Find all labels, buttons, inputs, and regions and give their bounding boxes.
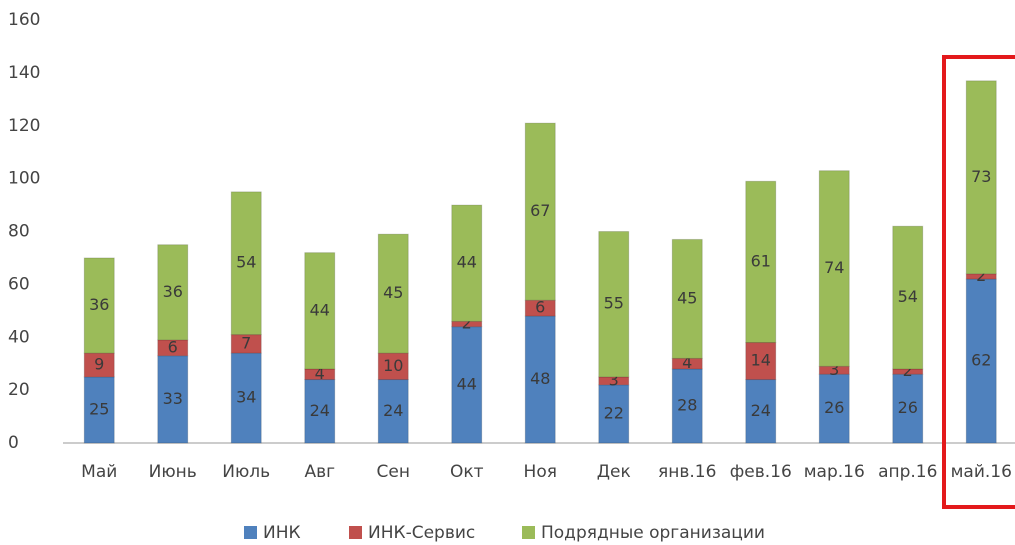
bar-segment bbox=[671, 238, 703, 359]
data-label: 34 bbox=[236, 388, 256, 407]
data-label: 45 bbox=[677, 288, 697, 307]
x-tick-label: Июль bbox=[222, 462, 270, 482]
x-tick-label: Авг bbox=[304, 462, 335, 482]
bar-segment bbox=[377, 379, 409, 444]
bar-segment bbox=[304, 368, 336, 381]
x-tick-label: Ноя bbox=[524, 462, 557, 482]
data-label: 54 bbox=[898, 287, 918, 306]
data-label: 55 bbox=[604, 294, 624, 313]
highlight-frame bbox=[942, 55, 1015, 509]
data-label: 62 bbox=[971, 351, 991, 370]
y-tick-label: 140 bbox=[8, 63, 40, 83]
bar-segment bbox=[451, 204, 483, 322]
data-label: 4 bbox=[682, 353, 692, 372]
y-tick-label: 40 bbox=[8, 327, 30, 347]
bar-segment bbox=[377, 352, 409, 381]
data-label: 6 bbox=[168, 337, 178, 356]
bar-segment bbox=[818, 170, 850, 367]
bar-segment bbox=[377, 233, 409, 354]
bar-segment bbox=[745, 180, 777, 344]
data-label: 4 bbox=[315, 364, 325, 383]
x-tick-label: Окт bbox=[450, 462, 484, 482]
data-label: 61 bbox=[751, 251, 771, 270]
data-label: 6 bbox=[535, 298, 545, 317]
data-label: 54 bbox=[236, 253, 256, 272]
y-tick-label: 120 bbox=[8, 116, 40, 136]
bar-segment bbox=[745, 379, 777, 444]
data-label: 26 bbox=[898, 398, 918, 417]
legend-swatch bbox=[244, 526, 257, 539]
data-label: 9 bbox=[94, 355, 104, 374]
data-label: 44 bbox=[457, 374, 477, 393]
bar-segment bbox=[598, 231, 630, 378]
bar-segment bbox=[304, 379, 336, 444]
data-label: 73 bbox=[971, 167, 991, 186]
y-tick-label: 0 bbox=[8, 433, 19, 453]
data-label: 48 bbox=[530, 369, 550, 388]
y-tick-label: 80 bbox=[8, 222, 30, 242]
legend-label: ИНК bbox=[263, 523, 301, 543]
bar-segment bbox=[524, 315, 556, 444]
data-label: 67 bbox=[530, 201, 550, 220]
data-label: 2 bbox=[462, 314, 472, 333]
bar-segment bbox=[451, 326, 483, 444]
bar-segment bbox=[157, 244, 189, 341]
bar-segment bbox=[157, 355, 189, 444]
bar-segment bbox=[230, 191, 262, 336]
bar-segment bbox=[598, 384, 630, 444]
x-tick-label: апр.16 bbox=[878, 462, 937, 482]
data-label: 26 bbox=[824, 398, 844, 417]
data-label: 33 bbox=[163, 389, 183, 408]
x-tick-label: мар.16 bbox=[804, 462, 865, 482]
data-label: 2 bbox=[976, 266, 986, 285]
bar-segment bbox=[83, 257, 115, 354]
data-label: 45 bbox=[383, 283, 403, 302]
bar-segment bbox=[304, 252, 336, 370]
bar-segment bbox=[83, 376, 115, 444]
data-label: 24 bbox=[751, 401, 771, 420]
x-tick-label: Июнь bbox=[149, 462, 197, 482]
data-label: 3 bbox=[609, 370, 619, 389]
data-label: 14 bbox=[751, 351, 771, 370]
data-label: 25 bbox=[89, 399, 109, 418]
y-tick-label: 60 bbox=[8, 274, 30, 294]
legend-label: Подрядные организации bbox=[541, 523, 765, 543]
bar-segment bbox=[524, 122, 556, 301]
data-label: 24 bbox=[383, 401, 403, 420]
x-tick-label: фев.16 bbox=[730, 462, 792, 482]
data-label: 74 bbox=[824, 258, 844, 277]
y-tick-label: 20 bbox=[8, 380, 30, 400]
bar-segment bbox=[965, 80, 997, 275]
x-tick-label: Дек bbox=[597, 462, 631, 482]
x-tick-label: Май bbox=[81, 462, 117, 482]
x-tick-label: май.16 bbox=[951, 462, 1012, 482]
y-tick-label: 160 bbox=[8, 10, 40, 30]
legend-swatch bbox=[522, 526, 535, 539]
x-tick-label: янв.16 bbox=[658, 462, 716, 482]
bar-segment bbox=[892, 368, 924, 375]
bar-segment bbox=[892, 225, 924, 370]
data-label: 36 bbox=[89, 295, 109, 314]
data-label: 44 bbox=[457, 253, 477, 272]
legend-label: ИНК-Сервис bbox=[368, 523, 475, 543]
bar-segment bbox=[745, 342, 777, 381]
x-tick-label: Сен bbox=[377, 462, 410, 482]
data-label: 7 bbox=[241, 333, 251, 352]
data-label: 28 bbox=[677, 395, 697, 414]
y-tick-label: 100 bbox=[8, 169, 40, 189]
data-label: 44 bbox=[310, 300, 330, 319]
data-label: 10 bbox=[383, 356, 403, 375]
data-label: 36 bbox=[163, 282, 183, 301]
bar-segment bbox=[818, 373, 850, 444]
legend-swatch bbox=[349, 526, 362, 539]
bar-segment bbox=[230, 352, 262, 444]
data-label: 2 bbox=[903, 361, 913, 380]
data-label: 24 bbox=[310, 401, 330, 420]
data-label: 22 bbox=[604, 403, 624, 422]
bar-segment bbox=[671, 368, 703, 444]
data-label: 3 bbox=[829, 360, 839, 379]
